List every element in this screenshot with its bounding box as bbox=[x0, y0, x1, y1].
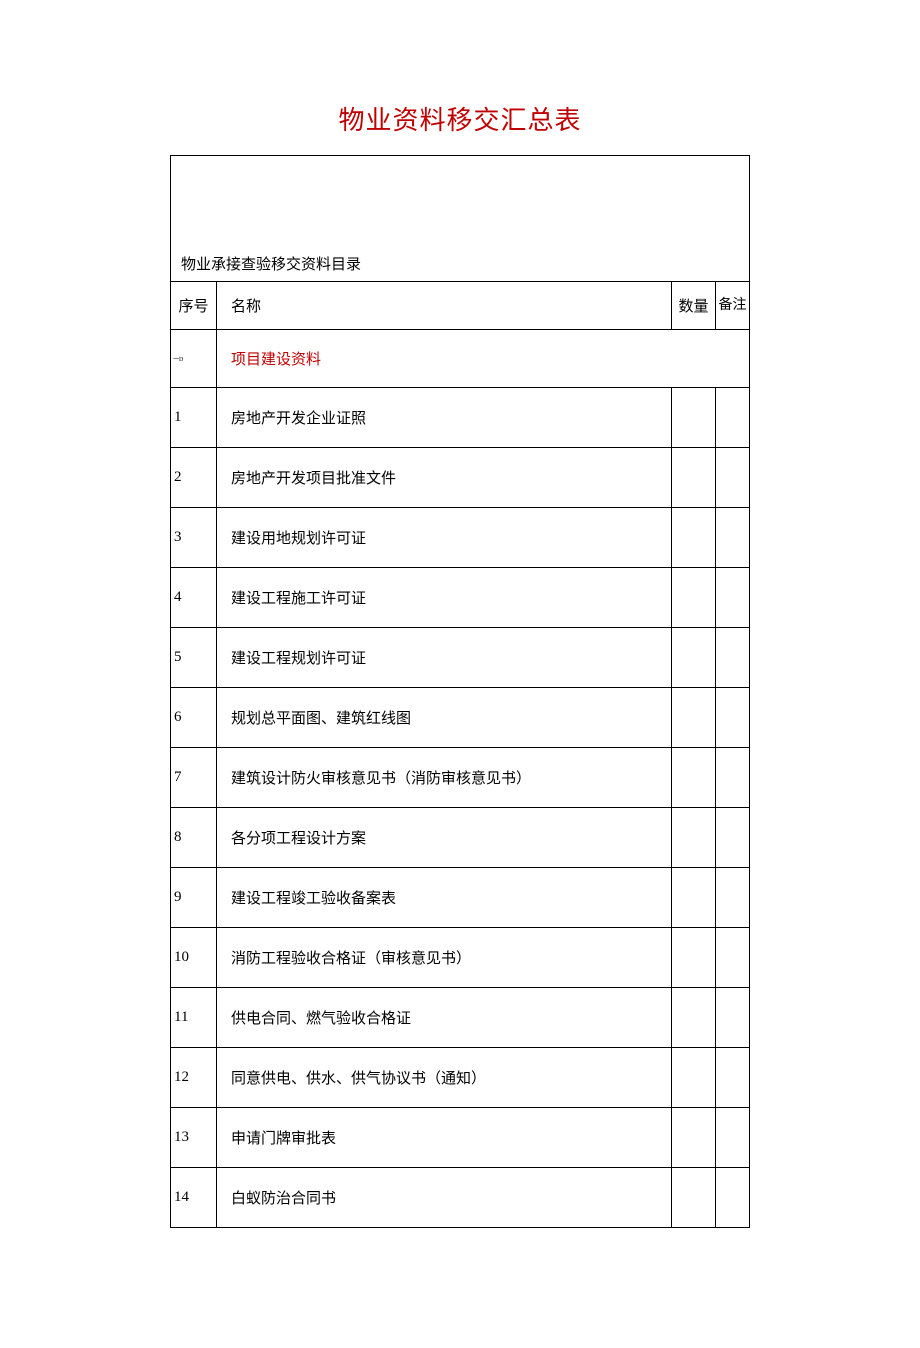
cell-seq: 8 bbox=[171, 808, 217, 868]
cell-qty bbox=[672, 568, 716, 628]
cell-name: 规划总平面图、建筑红线图 bbox=[217, 688, 672, 748]
table-spacer-row bbox=[171, 156, 750, 246]
table-row: 4建设工程施工许可证 bbox=[171, 568, 750, 628]
cell-remark bbox=[716, 508, 750, 568]
cell-qty bbox=[672, 628, 716, 688]
cell-remark bbox=[716, 748, 750, 808]
cell-qty bbox=[672, 928, 716, 988]
cell-name: 消防工程验收合格证（审核意见书） bbox=[217, 928, 672, 988]
cell-seq: 2 bbox=[171, 448, 217, 508]
cell-remark bbox=[716, 388, 750, 448]
cell-name: 建设工程竣工验收备案表 bbox=[217, 868, 672, 928]
cell-seq: 11 bbox=[171, 988, 217, 1048]
cell-seq: 14 bbox=[171, 1168, 217, 1228]
table-section-row: 一D 项目建设资料 bbox=[171, 330, 750, 388]
table-row: 1房地产开发企业证照 bbox=[171, 388, 750, 448]
cell-seq: 12 bbox=[171, 1048, 217, 1108]
cell-remark bbox=[716, 1168, 750, 1228]
table-row: 5建设工程规划许可证 bbox=[171, 628, 750, 688]
section-marker: 一D bbox=[171, 330, 217, 388]
cell-name: 建筑设计防火审核意见书（消防审核意见书） bbox=[217, 748, 672, 808]
col-header-qty: 数量 bbox=[672, 282, 716, 330]
cell-seq: 7 bbox=[171, 748, 217, 808]
cell-seq: 10 bbox=[171, 928, 217, 988]
cell-seq: 5 bbox=[171, 628, 217, 688]
cell-qty bbox=[672, 448, 716, 508]
cell-name: 白蚁防治合同书 bbox=[217, 1168, 672, 1228]
cell-seq: 4 bbox=[171, 568, 217, 628]
cell-remark bbox=[716, 1108, 750, 1168]
cell-name: 建设工程规划许可证 bbox=[217, 628, 672, 688]
cell-name: 同意供电、供水、供气协议书（通知） bbox=[217, 1048, 672, 1108]
table-row: 3建设用地规划许可证 bbox=[171, 508, 750, 568]
cell-seq: 6 bbox=[171, 688, 217, 748]
cell-qty bbox=[672, 1108, 716, 1168]
cell-remark bbox=[716, 688, 750, 748]
cell-qty bbox=[672, 748, 716, 808]
table-row: 12同意供电、供水、供气协议书（通知） bbox=[171, 1048, 750, 1108]
cell-qty bbox=[672, 868, 716, 928]
cell-qty bbox=[672, 988, 716, 1048]
cell-name: 申请门牌审批表 bbox=[217, 1108, 672, 1168]
cell-remark bbox=[716, 1048, 750, 1108]
cell-name: 建设用地规划许可证 bbox=[217, 508, 672, 568]
table-row: 6规划总平面图、建筑红线图 bbox=[171, 688, 750, 748]
table-body: 1房地产开发企业证照2房地产开发项目批准文件3建设用地规划许可证4建设工程施工许… bbox=[171, 388, 750, 1228]
cell-name: 房地产开发企业证照 bbox=[217, 388, 672, 448]
table-subtitle: 物业承接查验移交资料目录 bbox=[171, 246, 750, 282]
table-row: 9建设工程竣工验收备案表 bbox=[171, 868, 750, 928]
cell-remark bbox=[716, 628, 750, 688]
table-row: 14白蚁防治合同书 bbox=[171, 1168, 750, 1228]
cell-qty bbox=[672, 508, 716, 568]
table-row: 11供电合同、燃气验收合格证 bbox=[171, 988, 750, 1048]
cell-qty bbox=[672, 688, 716, 748]
cell-seq: 3 bbox=[171, 508, 217, 568]
cell-seq: 9 bbox=[171, 868, 217, 928]
table-row: 8各分项工程设计方案 bbox=[171, 808, 750, 868]
cell-seq: 13 bbox=[171, 1108, 217, 1168]
section-label: 项目建设资料 bbox=[217, 330, 750, 388]
cell-remark bbox=[716, 868, 750, 928]
table-subtitle-row: 物业承接查验移交资料目录 bbox=[171, 246, 750, 282]
cell-qty bbox=[672, 1048, 716, 1108]
cell-remark bbox=[716, 928, 750, 988]
cell-remark bbox=[716, 568, 750, 628]
table-header-row: 序号 名称 数量 备注 bbox=[171, 282, 750, 330]
col-header-remark: 备注 bbox=[716, 282, 750, 330]
cell-name: 各分项工程设计方案 bbox=[217, 808, 672, 868]
table-row: 2房地产开发项目批准文件 bbox=[171, 448, 750, 508]
cell-name: 房地产开发项目批准文件 bbox=[217, 448, 672, 508]
handover-table: 物业承接查验移交资料目录 序号 名称 数量 备注 一D 项目建设资料 1房地产开… bbox=[170, 155, 750, 1228]
table-row: 7建筑设计防火审核意见书（消防审核意见书） bbox=[171, 748, 750, 808]
cell-remark bbox=[716, 988, 750, 1048]
cell-remark bbox=[716, 808, 750, 868]
col-header-name: 名称 bbox=[217, 282, 672, 330]
cell-qty bbox=[672, 1168, 716, 1228]
col-header-seq: 序号 bbox=[171, 282, 217, 330]
table-row: 10消防工程验收合格证（审核意见书） bbox=[171, 928, 750, 988]
cell-seq: 1 bbox=[171, 388, 217, 448]
page-title: 物业资料移交汇总表 bbox=[170, 100, 750, 137]
cell-qty bbox=[672, 808, 716, 868]
cell-name: 建设工程施工许可证 bbox=[217, 568, 672, 628]
table-row: 13申请门牌审批表 bbox=[171, 1108, 750, 1168]
cell-name: 供电合同、燃气验收合格证 bbox=[217, 988, 672, 1048]
cell-qty bbox=[672, 388, 716, 448]
cell-remark bbox=[716, 448, 750, 508]
